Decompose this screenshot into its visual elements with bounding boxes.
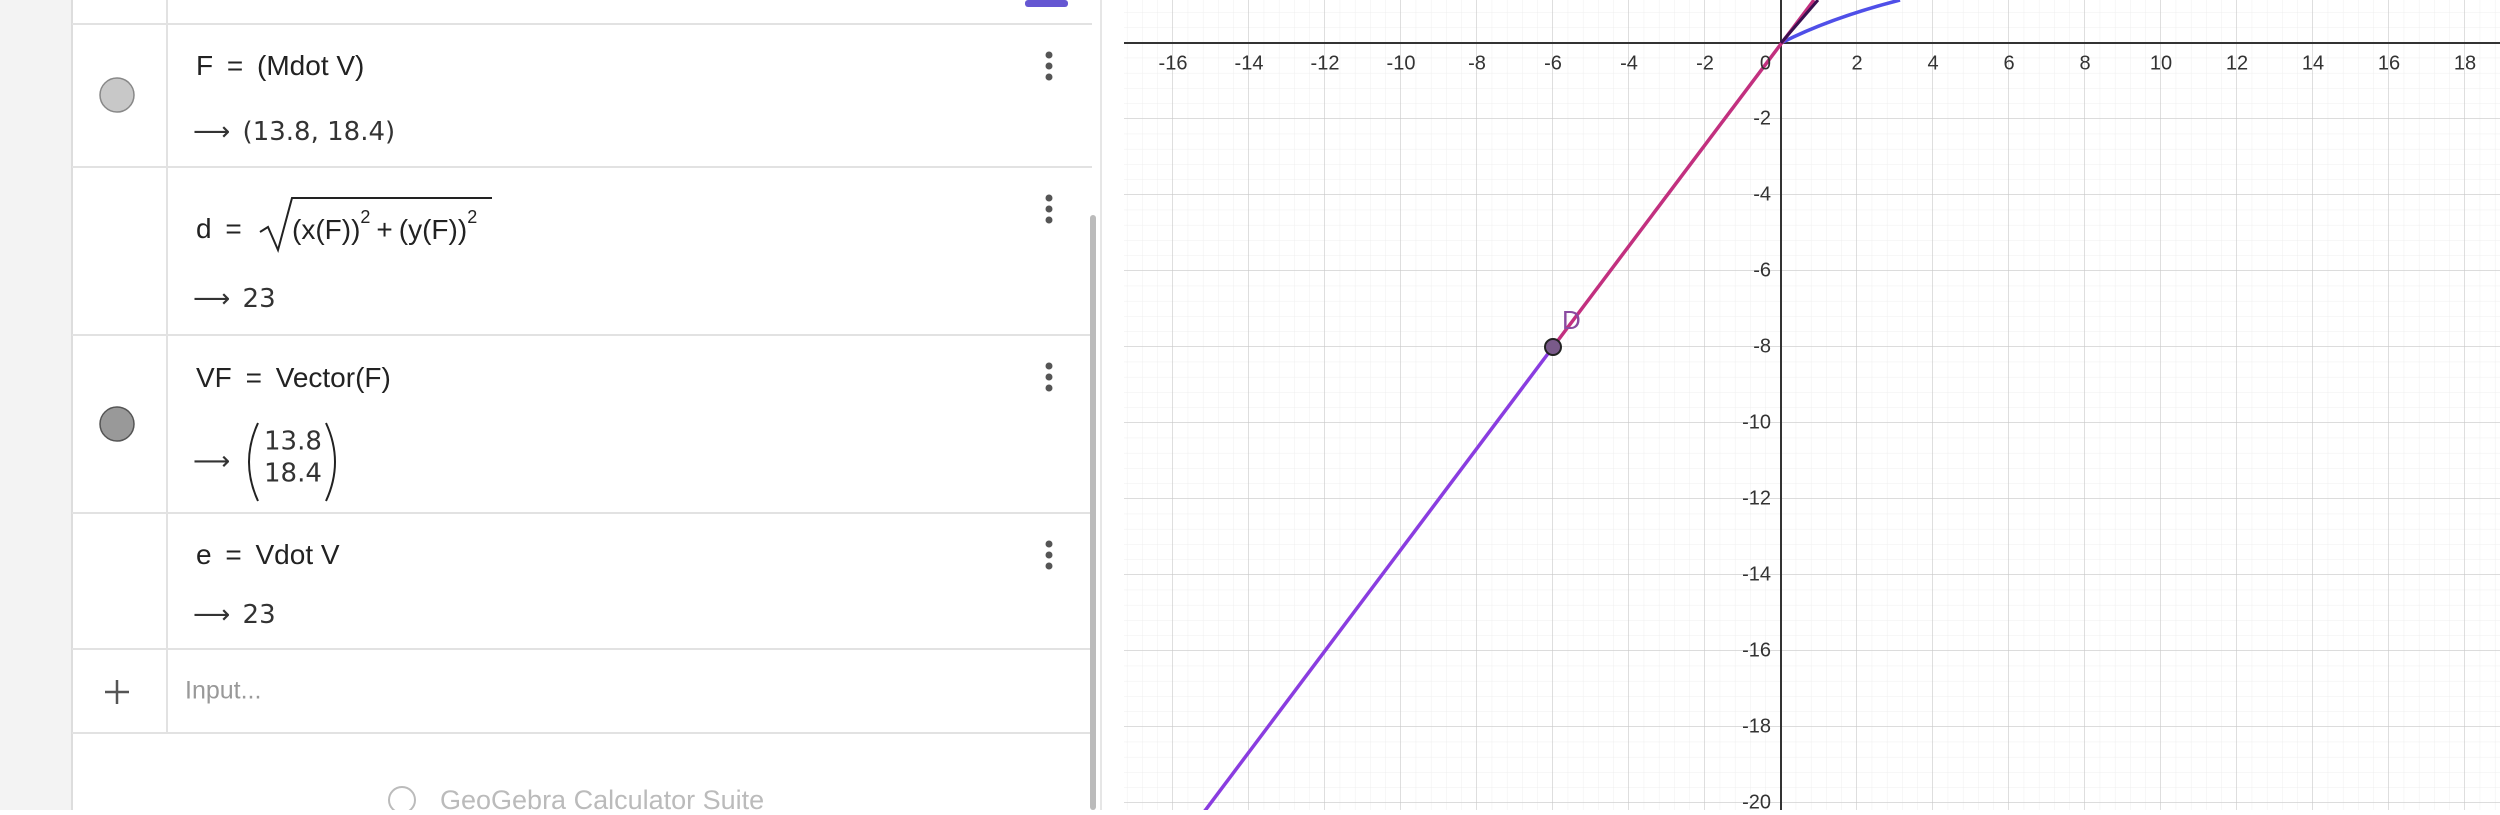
definition: d = xyxy=(196,213,242,244)
expression: Vdot V xyxy=(256,539,340,570)
y-tick-label: -4 xyxy=(1753,183,1771,205)
y-tick-label: -8 xyxy=(1753,335,1771,357)
exponent: 2 xyxy=(360,207,370,227)
x-tick-label: -4 xyxy=(1620,52,1638,74)
x-tick-label: 4 xyxy=(1927,52,1938,74)
name: d xyxy=(196,213,212,244)
add-icon[interactable] xyxy=(105,680,129,704)
y-tick-label: -6 xyxy=(1753,259,1771,281)
x-tick-label: 14 xyxy=(2302,52,2324,74)
radicand: (x(F))2 + (y(F))2 xyxy=(292,207,477,246)
x-tick-label: 10 xyxy=(2150,52,2172,74)
graphics-view[interactable]: D xyxy=(1124,0,2500,810)
x-tick-label: 0 xyxy=(1760,52,1771,74)
splitter[interactable] xyxy=(1100,0,1124,810)
definition: e = Vdot V xyxy=(196,539,340,570)
definition: VF = Vector(F) xyxy=(196,362,391,393)
y-tick-label: -14 xyxy=(1742,563,1771,585)
expression: (Mdot V) xyxy=(257,50,364,81)
x-tick-label: -2 xyxy=(1696,52,1714,74)
top-button[interactable] xyxy=(1025,0,1068,7)
vector-y: 18.4 xyxy=(264,459,322,489)
input-bar[interactable]: Input... xyxy=(185,677,261,705)
point-label: D xyxy=(1562,305,1581,335)
arrow: ⟶ xyxy=(193,117,230,147)
x-tick-label: -10 xyxy=(1387,52,1416,74)
paren-right xyxy=(325,422,336,502)
side-strip xyxy=(0,0,72,810)
x-tick-label: -12 xyxy=(1311,52,1340,74)
equals: = xyxy=(225,213,241,244)
term: (y(F)) xyxy=(399,214,467,245)
equals: = xyxy=(227,50,243,81)
value: 23 xyxy=(243,600,276,630)
equals: = xyxy=(225,539,241,570)
x-tick-label: -6 xyxy=(1544,52,1562,74)
menus[interactable] xyxy=(1045,51,1053,570)
arrow: ⟶ xyxy=(193,447,230,477)
x-tick-label: -8 xyxy=(1468,52,1486,74)
scrollbar[interactable] xyxy=(1090,215,1096,810)
expression: Vector(F) xyxy=(276,362,391,393)
row-dividers xyxy=(72,23,1092,734)
x-tick-label: -14 xyxy=(1235,52,1264,74)
y-tick-label: -10 xyxy=(1742,411,1771,433)
vector-x: 13.8 xyxy=(264,427,322,457)
arrow: ⟶ xyxy=(193,284,230,314)
curve[interactable] xyxy=(1780,0,1901,45)
output: ⟶ (13.8, 18.4) xyxy=(193,117,395,147)
value: (13.8, 18.4) xyxy=(243,117,396,147)
x-tick-label: 2 xyxy=(1851,52,1862,74)
y-tick-label: -12 xyxy=(1742,487,1771,509)
arrow: ⟶ xyxy=(193,600,230,630)
output: ⟶ 23 xyxy=(193,600,276,630)
x-tick-label: -16 xyxy=(1159,52,1188,74)
x-tick-label: 12 xyxy=(2226,52,2248,74)
name: F xyxy=(196,50,213,81)
algebra-view xyxy=(0,0,1092,810)
paren-left xyxy=(248,422,259,502)
radical xyxy=(259,197,492,254)
segment[interactable] xyxy=(1551,0,1816,349)
major-grid xyxy=(1124,0,2500,810)
value: 23 xyxy=(243,284,276,314)
y-tick-label: -20 xyxy=(1742,791,1771,810)
term: (x(F)) xyxy=(292,214,360,245)
point-d[interactable] xyxy=(1544,338,1562,356)
x-tick-label: 16 xyxy=(2378,52,2400,74)
x-tick-label: 6 xyxy=(2003,52,2014,74)
visibility-toggle[interactable] xyxy=(99,406,135,442)
x-tick-label: 8 xyxy=(2079,52,2090,74)
y-tick-label: -16 xyxy=(1742,639,1771,661)
y-tick-label: -2 xyxy=(1753,107,1771,129)
name: e xyxy=(196,539,212,570)
output: ⟶ 23 xyxy=(193,284,276,314)
exponent: 2 xyxy=(467,207,477,227)
visibility-toggle[interactable] xyxy=(99,77,135,113)
x-tick-label: 18 xyxy=(2454,52,2476,74)
splitter-line xyxy=(1100,0,1102,810)
line[interactable] xyxy=(1201,345,1555,810)
operator: + xyxy=(376,214,392,245)
footer: GeoGebra Calculator Suite xyxy=(440,785,764,810)
vector[interactable] xyxy=(1779,0,1820,44)
y-tick-label: -18 xyxy=(1742,715,1771,737)
equals: = xyxy=(246,362,262,393)
name: VF xyxy=(196,362,232,393)
definition: F = (Mdot V) xyxy=(196,50,364,81)
